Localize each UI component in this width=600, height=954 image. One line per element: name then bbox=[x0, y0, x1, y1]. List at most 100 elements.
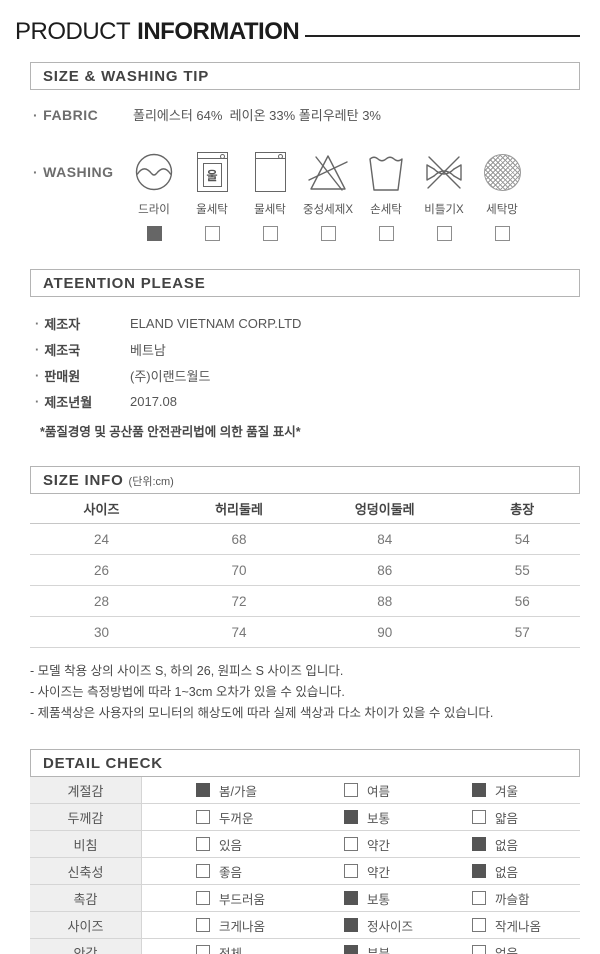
detail-row-label: 사이즈 bbox=[30, 912, 142, 938]
detail-option-label: 보통 bbox=[367, 811, 391, 826]
detail-option-label: 약간 bbox=[367, 865, 391, 880]
fabric-value: 폴리에스터 64% 레이온 33% 폴리우레탄 3% bbox=[133, 108, 381, 123]
detail-option: 여름 bbox=[304, 777, 452, 803]
size-table-row: 26 70 86 55 bbox=[30, 554, 580, 586]
size-cell: 28 bbox=[30, 585, 173, 617]
detail-option-label: 좋음 bbox=[219, 865, 243, 880]
washing-checkbox bbox=[204, 226, 220, 241]
detail-row-stretch: 신축성 좋음 약간 없음 bbox=[30, 858, 580, 885]
detail-checkbox bbox=[196, 945, 210, 954]
detail-option-label: 정사이즈 bbox=[367, 919, 414, 934]
washing-checkbox bbox=[436, 226, 452, 241]
detail-option: 봄/가을 bbox=[142, 777, 304, 803]
detail-option-label: 있음 bbox=[219, 838, 243, 853]
attention-row-label: · 제조년월 bbox=[35, 393, 93, 410]
bullet: · bbox=[33, 107, 39, 123]
detail-option: 약간 bbox=[304, 831, 452, 857]
water-wash-icon bbox=[254, 150, 286, 194]
detail-option-label: 까슬함 bbox=[495, 892, 530, 907]
attention-row-label: · 제조국 bbox=[35, 341, 81, 358]
detail-row-label: 계절감 bbox=[30, 777, 142, 803]
section-heading-size-washing: SIZE & WASHING TIP bbox=[30, 62, 580, 90]
attention-list: · 제조자 ELAND VIETNAM CORP.LTD · 제조국 베트남 · 판매… bbox=[35, 310, 580, 414]
detail-option: 부분 bbox=[304, 939, 452, 954]
detail-checkbox bbox=[196, 891, 210, 905]
detail-option: 있음 bbox=[142, 831, 304, 857]
detail-option: 크게나옴 bbox=[142, 912, 304, 938]
detail-row-lining: 안감 전체 부분 없음 bbox=[30, 939, 580, 954]
washing-item-wool: 울 울세탁 bbox=[183, 150, 241, 241]
detail-option-label: 여름 bbox=[367, 784, 391, 799]
washing-checkbox bbox=[320, 226, 336, 241]
detail-row-label: 두께감 bbox=[30, 804, 142, 830]
attention-row-value: 2017.08 bbox=[130, 393, 177, 409]
attention-note: *품질경영 및 공산품 안전관리법에 의한 품질 표시* bbox=[40, 425, 301, 439]
section-heading-detail-check: DETAIL CHECK bbox=[30, 749, 580, 777]
detail-checkbox bbox=[196, 810, 210, 824]
dry-clean-icon bbox=[134, 150, 174, 194]
washing-item-label: 드라이 bbox=[138, 204, 170, 216]
washing-items: 드라이 울 울세탁 물세탁 bbox=[125, 150, 531, 241]
detail-checkbox bbox=[344, 891, 358, 905]
detail-option-label: 작게나옴 bbox=[495, 919, 542, 934]
attention-row-label: · 제조자 bbox=[35, 315, 81, 332]
detail-checkbox bbox=[472, 864, 486, 878]
attention-row: · 판매원 (주)이랜드월드 bbox=[35, 362, 580, 388]
detail-checkbox bbox=[472, 891, 486, 905]
washing-item-label: 물세탁 bbox=[254, 204, 286, 216]
size-col-header: 허리둘레 bbox=[173, 494, 305, 524]
detail-checkbox bbox=[472, 810, 486, 824]
size-cell: 84 bbox=[305, 523, 465, 555]
page-title: PRODUCT INFORMATION bbox=[0, 0, 600, 46]
washing-label: · WASHING bbox=[33, 164, 114, 180]
detail-checkbox bbox=[196, 918, 210, 932]
size-cell: 26 bbox=[30, 554, 173, 586]
detail-checkbox bbox=[344, 783, 358, 797]
washing-item-neutral-detergent: 중성세제X bbox=[299, 150, 357, 241]
detail-option: 부드러움 bbox=[142, 885, 304, 911]
attention-row: · 제조년월 2017.08 bbox=[35, 388, 580, 414]
washing-checkbox bbox=[262, 226, 278, 241]
size-cell: 72 bbox=[173, 585, 305, 617]
section-heading-label: SIZE & WASHING TIP bbox=[43, 68, 210, 85]
detail-option-label: 부드러움 bbox=[219, 892, 266, 907]
attention-row: · 제조자 ELAND VIETNAM CORP.LTD bbox=[35, 310, 580, 336]
washing-checkbox bbox=[146, 226, 162, 241]
fabric-row: · FABRIC 폴리에스터 64% 레이온 33% 폴리우레탄 3% bbox=[33, 105, 580, 124]
detail-option: 전체 bbox=[142, 939, 304, 954]
size-cell: 68 bbox=[173, 523, 305, 555]
detail-option-label: 보통 bbox=[367, 892, 391, 907]
size-cell: 24 bbox=[30, 523, 173, 555]
attention-row-value: (주)이랜드월드 bbox=[130, 368, 211, 384]
hand-wash-icon bbox=[366, 150, 406, 194]
detail-option-label: 겨울 bbox=[495, 784, 519, 799]
no-wring-icon bbox=[424, 150, 464, 194]
detail-checkbox bbox=[196, 783, 210, 797]
washing-item-wring: 비틀기X bbox=[415, 150, 473, 241]
detail-option: 없음 bbox=[452, 831, 580, 857]
detail-option-label: 두꺼운 bbox=[219, 811, 254, 826]
detail-option: 얇음 bbox=[452, 804, 580, 830]
washing-item-hand: 손세탁 bbox=[357, 150, 415, 241]
detail-row-texture: 촉감 부드러움 보통 까슬함 bbox=[30, 885, 580, 912]
page-title-light: PRODUCT bbox=[15, 18, 131, 45]
size-cell: 74 bbox=[173, 616, 305, 648]
size-cell: 57 bbox=[464, 616, 580, 648]
attention-row: · 제조국 베트남 bbox=[35, 336, 580, 362]
detail-option: 없음 bbox=[452, 939, 580, 954]
size-table-row: 24 68 84 54 bbox=[30, 523, 580, 555]
size-info-unit: (단위:cm) bbox=[128, 476, 174, 488]
detail-option-label: 전체 bbox=[219, 946, 243, 954]
detail-option-label: 없음 bbox=[495, 838, 519, 853]
detail-option-label: 얇음 bbox=[495, 811, 519, 826]
attention-row-value: 베트남 bbox=[130, 342, 166, 358]
detail-checkbox bbox=[344, 810, 358, 824]
section-heading-label: ATEENTION PLEASE bbox=[43, 275, 206, 292]
title-rule bbox=[305, 35, 580, 37]
attention-row-label: · 판매원 bbox=[35, 367, 81, 384]
size-cell: 70 bbox=[173, 554, 305, 586]
detail-checkbox bbox=[472, 945, 486, 954]
size-note: - 사이즈는 측정방법에 따라 1~3cm 오차가 있을 수 있습니다. bbox=[30, 685, 345, 699]
section-heading-label: DETAIL CHECK bbox=[43, 755, 163, 772]
detail-option: 없음 bbox=[452, 858, 580, 884]
